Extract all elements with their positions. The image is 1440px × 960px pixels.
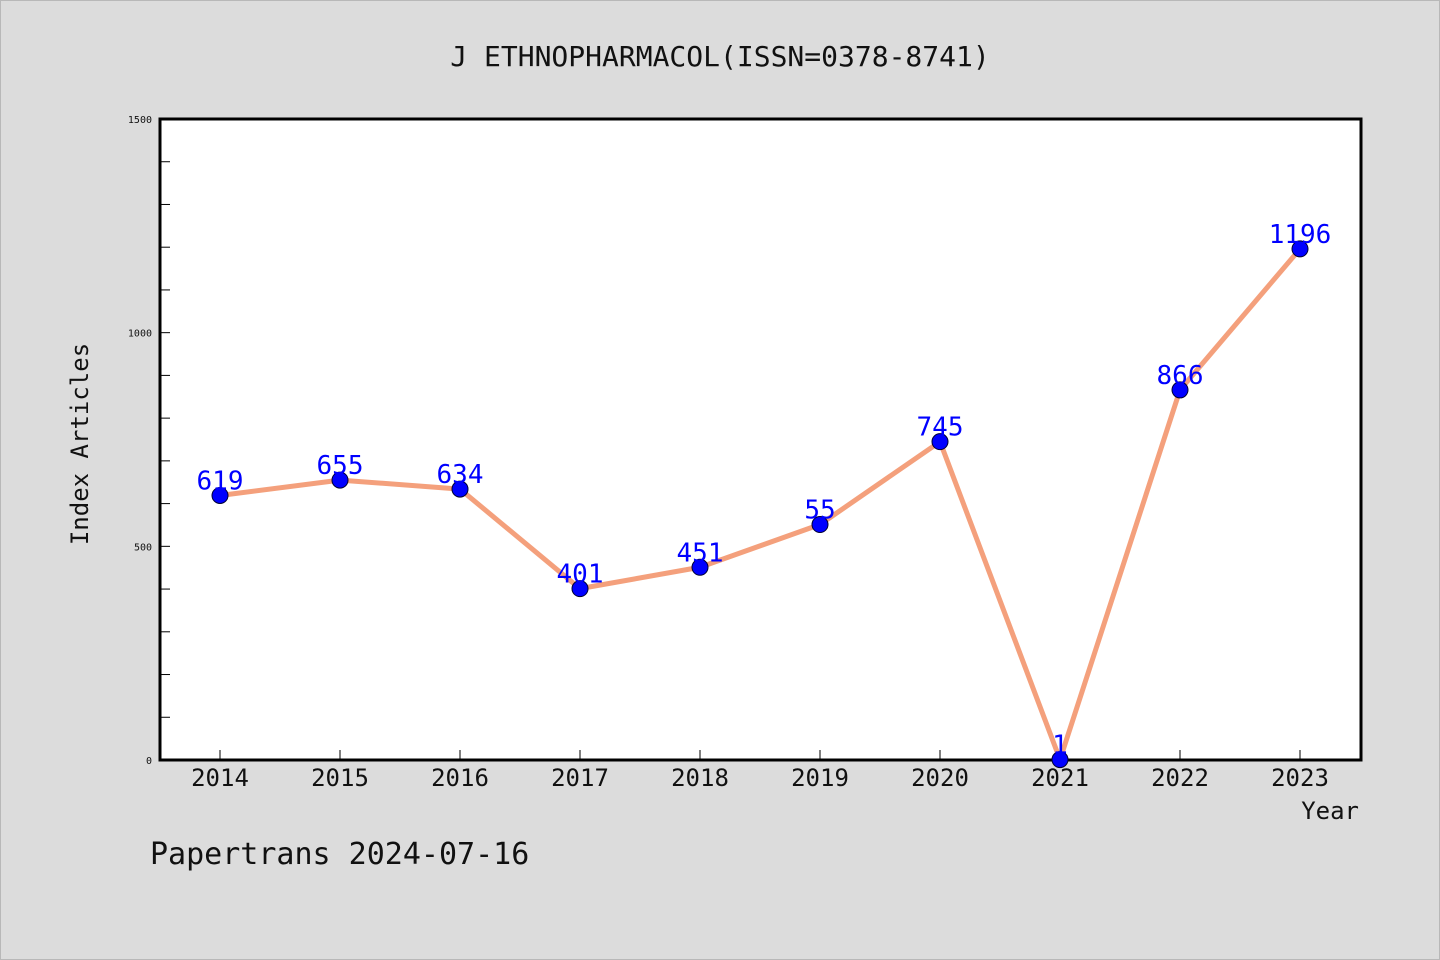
- x-axis-label: Year: [1301, 797, 1359, 825]
- data-point: [1291, 240, 1309, 258]
- data-point: [691, 558, 709, 576]
- x-tick-label: 2015: [311, 764, 369, 792]
- x-tick-label: 2019: [791, 764, 849, 792]
- x-axis: 2014 2015 2016 2017 2018 2019 2020 2021 2022 2023: [191, 750, 1329, 792]
- x-tick-label: 2020: [911, 764, 969, 792]
- y-tick-label: 500: [134, 542, 152, 553]
- data-label: 401: [557, 560, 604, 590]
- data-point: [571, 580, 589, 598]
- data-label: 451: [677, 538, 724, 568]
- data-point: [931, 433, 949, 451]
- x-tick-label: 2021: [1031, 764, 1089, 792]
- data-point: [211, 486, 229, 504]
- chart-title: J ETHNOPHARMACOL(ISSN=0378-8741): [450, 40, 989, 73]
- data-point: [1171, 381, 1189, 399]
- y-tick-label: 0: [146, 756, 152, 767]
- x-tick-label: 2023: [1271, 764, 1329, 792]
- plot-area: [158, 117, 1363, 762]
- data-point: [1051, 751, 1069, 769]
- y-axis-label: Index Articles: [66, 343, 94, 545]
- x-tick-label: 2022: [1151, 764, 1209, 792]
- data-label: 1196: [1269, 220, 1332, 250]
- series-line: [217, 246, 1303, 763]
- data-label: 634: [437, 460, 484, 490]
- y-tick-label: 1000: [128, 329, 152, 340]
- data-point: [811, 516, 829, 534]
- y-axis: 0 500 1000 1500: [128, 115, 170, 767]
- x-tick-label: 2017: [551, 764, 609, 792]
- data-point: [451, 480, 469, 498]
- data-label: 745: [917, 413, 964, 443]
- footer-watermark: Papertrans 2024-07-16: [150, 837, 529, 872]
- data-labels: 619 655 634 401 451 55 745 1 866 1196: [197, 220, 1332, 761]
- y-tick-label: 1500: [128, 115, 152, 126]
- data-label: 55: [804, 496, 835, 526]
- x-tick-label: 2018: [671, 764, 729, 792]
- data-label: 866: [1157, 361, 1204, 391]
- x-tick-label: 2014: [191, 764, 249, 792]
- data-point: [331, 471, 349, 489]
- data-label: 1: [1052, 731, 1068, 761]
- series-index-articles: [211, 240, 1309, 769]
- data-label: 619: [197, 466, 244, 496]
- data-label: 655: [317, 451, 364, 481]
- x-tick-label: 2016: [431, 764, 489, 792]
